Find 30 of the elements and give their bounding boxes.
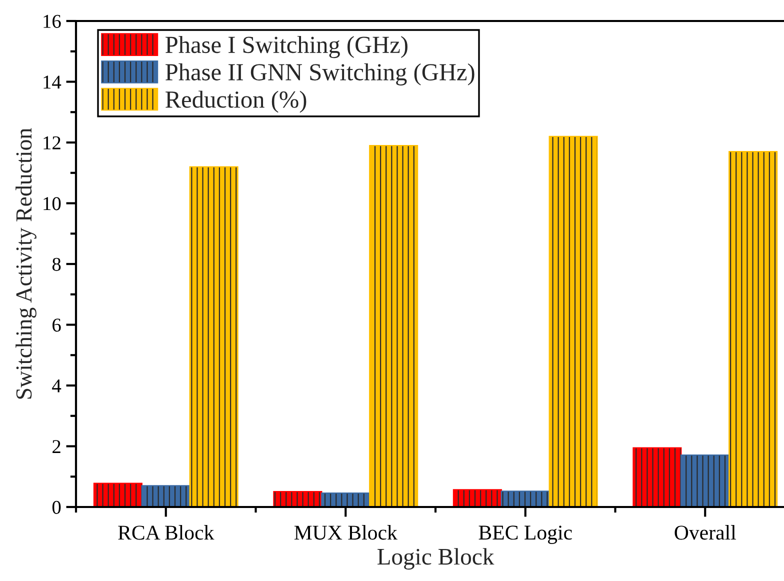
y-tick-label: 10 — [44, 197, 61, 210]
bar — [632, 447, 682, 507]
bar — [273, 490, 322, 507]
y-tick-label: 4 — [52, 379, 62, 392]
y-axis-title: Switching Activity Reduction — [16, 128, 36, 399]
y-tick-label: 0 — [52, 500, 61, 514]
x-tick-label: MUX Block — [294, 525, 398, 540]
x-tick-label: Overall — [674, 525, 736, 540]
legend-label: Reduction (%) — [166, 90, 306, 113]
y-tick-label: 2 — [52, 440, 60, 453]
bar — [141, 485, 190, 507]
bar — [321, 492, 370, 507]
bar — [189, 166, 238, 507]
y-tick-label: 16 — [44, 14, 61, 28]
x-tick-label: BEC Logic — [478, 526, 572, 544]
y-tick-label: 6 — [52, 318, 61, 332]
x-axis-title: Logic Block — [377, 548, 494, 570]
bar — [93, 482, 142, 507]
bar — [500, 490, 550, 507]
bar — [548, 136, 598, 507]
bar — [452, 489, 502, 507]
bar — [680, 454, 730, 507]
y-tick-label: 12 — [44, 136, 60, 150]
y-tick-label: 8 — [52, 258, 61, 271]
bar — [728, 151, 778, 507]
bar — [369, 144, 418, 507]
legend-label: Phase I Switching (GHz) — [166, 36, 408, 58]
x-tick-label: RCA Block — [118, 525, 214, 540]
legend-label: Phase II GNN Switching (GHz) — [166, 63, 474, 86]
y-tick-label: 14 — [44, 76, 62, 88]
